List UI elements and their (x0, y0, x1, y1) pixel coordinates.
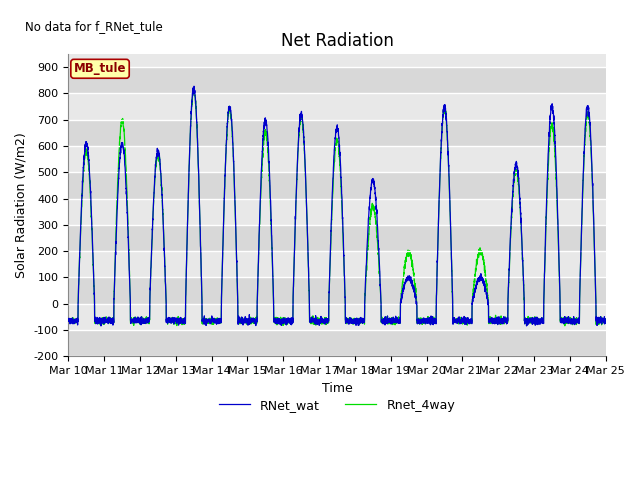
Rnet_4way (561, 323, 569, 329)
Bar (68, 330, 605, 356)
Bar (68, 225, 605, 251)
Bar (68, 304, 605, 330)
RNet_wat (601, 317, 609, 323)
Title: Net Radiation: Net Radiation (280, 32, 394, 49)
RNet_wat (488, 319, 495, 324)
Rnet_4way (317, 317, 324, 323)
X-axis label: Time: Time (322, 382, 353, 395)
Bar (68, 199, 605, 225)
Bar (68, 67, 605, 93)
RNet_wat (602, 319, 609, 324)
RNet_wat (428, 318, 435, 324)
Legend: RNet_wat, Rnet_4way: RNet_wat, Rnet_4way (214, 394, 460, 417)
Text: No data for f_RNet_tule: No data for f_RNet_tule (26, 20, 163, 33)
RNet_wat (65, 317, 72, 323)
Bar (68, 251, 605, 277)
RNet_wat (458, 316, 465, 322)
RNet_wat (317, 313, 325, 319)
Rnet_4way (161, 265, 169, 271)
Text: MB_tule: MB_tule (74, 62, 126, 75)
Rnet_4way (65, 317, 72, 323)
Bar (68, 172, 605, 199)
Rnet_4way (602, 319, 609, 324)
RNet_wat (161, 266, 169, 272)
Bar (68, 93, 605, 120)
Rnet_4way (488, 319, 495, 325)
Bar (68, 146, 605, 172)
Rnet_4way (189, 86, 197, 92)
Y-axis label: Solar Radiation (W/m2): Solar Radiation (W/m2) (15, 132, 28, 278)
Rnet_4way (428, 318, 435, 324)
Line: RNet_wat: RNet_wat (68, 86, 605, 326)
RNet_wat (97, 323, 105, 329)
RNet_wat (190, 84, 198, 89)
Bar (68, 277, 605, 304)
Line: Rnet_4way: Rnet_4way (68, 89, 605, 326)
Bar (68, 120, 605, 146)
Rnet_4way (601, 320, 609, 325)
Rnet_4way (458, 317, 465, 323)
